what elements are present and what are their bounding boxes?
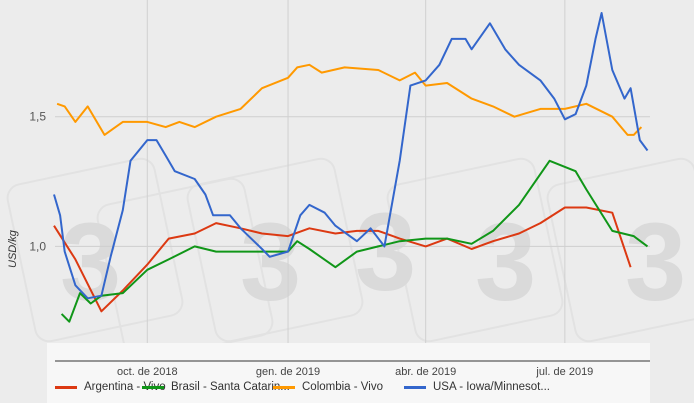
gridlines bbox=[55, 0, 650, 403]
watermark-tile bbox=[386, 157, 564, 343]
watermark-glyph: 3 bbox=[475, 201, 536, 324]
watermark-glyph: 3 bbox=[240, 201, 301, 324]
legend-swatch bbox=[55, 385, 77, 389]
watermark-tile bbox=[546, 157, 694, 343]
series-line-argentina-vivo bbox=[53, 206, 632, 313]
legend-swatch bbox=[404, 385, 426, 389]
legend-panel bbox=[47, 343, 650, 403]
x-tick-label: oct. de 2018 bbox=[117, 366, 178, 378]
legend-label: Colombia - Vivo bbox=[302, 381, 383, 393]
legend-swatch bbox=[142, 385, 164, 389]
series-lines bbox=[53, 12, 649, 323]
series-line-usa-iowa-minnesot bbox=[53, 12, 649, 300]
x-tick-label: jul. de 2019 bbox=[535, 366, 593, 378]
legend-item[interactable]: USA - Iowa/Minnesot... bbox=[404, 381, 550, 393]
y-axis-ticks: 1,0 1,5 bbox=[29, 110, 46, 254]
legend-label: Brasil - Santa Catarin... bbox=[171, 381, 290, 393]
legend-label: USA - Iowa/Minnesot... bbox=[433, 381, 550, 393]
legend-item[interactable]: Argentina - Vivo bbox=[55, 381, 166, 393]
series-line-colombia-vivo bbox=[56, 63, 643, 136]
legend-swatch bbox=[273, 385, 295, 389]
y-tick-label: 1,0 bbox=[29, 239, 46, 253]
y-axis-title: USD/kg bbox=[7, 229, 19, 268]
x-tick-label: abr. de 2019 bbox=[395, 366, 456, 378]
legend-item[interactable]: Brasil - Santa Catarin... bbox=[142, 381, 290, 393]
series-line-brasil-santa-catarin bbox=[60, 159, 649, 323]
watermark-glyph: 3 bbox=[625, 201, 686, 324]
watermark-tile bbox=[6, 157, 184, 343]
x-tick-label: gen. de 2019 bbox=[256, 366, 320, 378]
watermark-glyph: 3 bbox=[355, 191, 416, 314]
legend-item[interactable]: Colombia - Vivo bbox=[273, 381, 383, 393]
y-tick-label: 1,5 bbox=[29, 110, 46, 124]
legend-label: Argentina - Vivo bbox=[84, 381, 166, 393]
